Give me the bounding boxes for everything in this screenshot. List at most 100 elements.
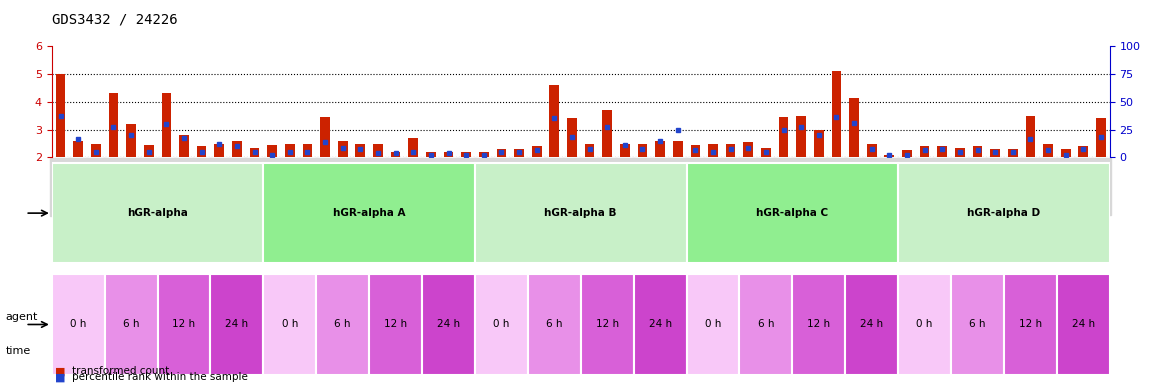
Bar [74,141,83,157]
Text: hGR-alpha C: hGR-alpha C [757,208,828,218]
Bar [567,118,577,157]
FancyBboxPatch shape [528,274,581,374]
Bar [902,151,912,157]
Bar [320,117,330,157]
Text: 0 h: 0 h [705,319,721,329]
FancyBboxPatch shape [475,163,687,263]
FancyBboxPatch shape [581,274,634,374]
Bar [91,144,101,157]
FancyBboxPatch shape [898,274,951,374]
Text: 0 h: 0 h [917,319,933,329]
FancyBboxPatch shape [158,274,210,374]
Text: 12 h: 12 h [807,319,830,329]
FancyBboxPatch shape [687,163,898,263]
Text: 12 h: 12 h [384,319,407,329]
Text: ■: ■ [55,366,66,376]
Text: percentile rank within the sample: percentile rank within the sample [72,372,248,382]
Bar [779,117,789,157]
Bar [355,144,366,157]
Bar [391,152,400,157]
Text: 0 h: 0 h [493,319,509,329]
Text: 12 h: 12 h [172,319,196,329]
FancyBboxPatch shape [1004,274,1057,374]
Bar [250,148,260,157]
Bar [761,148,771,157]
Bar [267,145,277,157]
FancyBboxPatch shape [52,163,263,263]
Bar [514,149,524,157]
Text: 24 h: 24 h [437,319,460,329]
Text: hGR-alpha D: hGR-alpha D [967,208,1041,218]
FancyBboxPatch shape [951,274,1004,374]
FancyBboxPatch shape [263,163,475,263]
Bar [1096,118,1106,157]
Bar [444,152,453,157]
Bar [373,144,383,157]
Bar [214,144,224,157]
Bar [637,144,647,157]
FancyBboxPatch shape [105,274,158,374]
Bar [849,98,859,157]
Bar [108,93,118,157]
Bar [408,138,419,157]
Bar [920,146,929,157]
Bar [497,149,506,157]
Bar [1060,149,1071,157]
Bar [338,141,347,157]
Text: 24 h: 24 h [860,319,883,329]
Bar [954,148,965,157]
FancyBboxPatch shape [263,274,316,374]
Text: ■: ■ [55,372,66,382]
FancyBboxPatch shape [210,274,263,374]
Bar [884,155,895,157]
Text: 6 h: 6 h [335,319,351,329]
Text: 12 h: 12 h [1019,319,1042,329]
Bar [603,110,612,157]
FancyBboxPatch shape [634,274,687,374]
FancyBboxPatch shape [739,274,792,374]
Bar [197,146,207,157]
Bar [126,124,136,157]
Bar [232,141,242,157]
Text: time: time [6,346,31,356]
Text: hGR-alpha A: hGR-alpha A [332,208,406,218]
Text: hGR-alpha: hGR-alpha [128,208,187,218]
Bar [179,135,189,157]
Text: GDS3432 / 24226: GDS3432 / 24226 [52,13,177,27]
Bar [55,74,66,157]
Bar [990,149,1000,157]
FancyBboxPatch shape [792,274,845,374]
Text: agent: agent [6,312,38,322]
Bar [1026,116,1035,157]
Bar [584,144,595,157]
Bar [1007,149,1018,157]
FancyBboxPatch shape [52,274,105,374]
Text: 24 h: 24 h [225,319,248,329]
Bar [937,146,948,157]
Text: 6 h: 6 h [546,319,562,329]
Bar [426,152,436,157]
Text: transformed count: transformed count [72,366,170,376]
Text: 0 h: 0 h [70,319,86,329]
FancyBboxPatch shape [422,274,475,374]
Bar [796,116,806,157]
FancyBboxPatch shape [845,274,898,374]
Bar [831,71,842,157]
Text: 6 h: 6 h [123,319,139,329]
Text: hGR-alpha B: hGR-alpha B [544,208,618,218]
FancyBboxPatch shape [369,274,422,374]
Bar [161,93,171,157]
Bar [144,145,154,157]
FancyBboxPatch shape [316,274,369,374]
FancyBboxPatch shape [1057,274,1110,374]
Bar [867,144,876,157]
Bar [814,129,823,157]
Bar [690,145,700,157]
Bar [620,144,630,157]
Bar [1079,146,1088,157]
Bar [673,141,683,157]
Bar [531,146,542,157]
Bar [708,144,718,157]
Bar [461,152,472,157]
Text: 24 h: 24 h [649,319,672,329]
